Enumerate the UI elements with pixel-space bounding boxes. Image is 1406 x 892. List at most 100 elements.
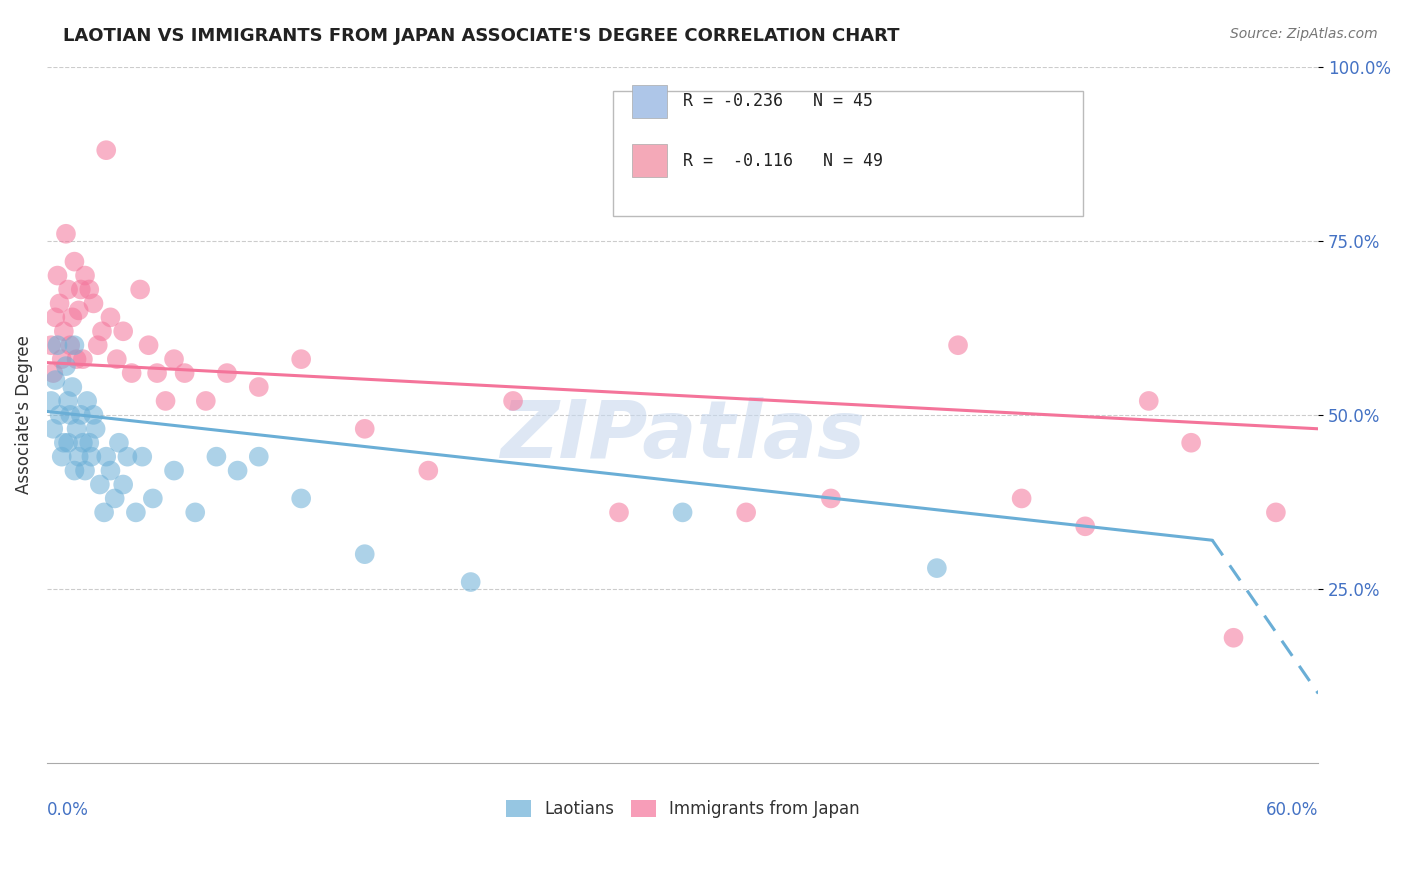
Point (69, 408, 91, 422)
Point (1137, 393, 1160, 408)
Point (125, 505, 148, 519)
Point (418, 464, 440, 478)
Point (1180, 435, 1202, 450)
FancyBboxPatch shape (631, 85, 668, 118)
Point (671, 505, 693, 519)
FancyBboxPatch shape (613, 91, 1083, 217)
Point (56, 283, 79, 297)
Point (59, 408, 82, 422)
Point (104, 491, 127, 506)
Y-axis label: Associate's Degree: Associate's Degree (15, 335, 32, 494)
Point (735, 505, 758, 519)
Point (607, 505, 630, 519)
Point (129, 283, 152, 297)
Point (247, 450, 270, 464)
Point (51, 352, 73, 367)
Point (205, 450, 228, 464)
Text: 0.0%: 0.0% (46, 801, 89, 820)
Point (63, 254, 86, 268)
Point (60, 310, 83, 325)
Point (1222, 631, 1244, 645)
Point (65, 422, 87, 436)
Point (290, 352, 312, 367)
Point (173, 366, 195, 380)
Point (87, 338, 110, 352)
Text: 60.0%: 60.0% (1265, 801, 1319, 820)
Point (131, 450, 153, 464)
Point (84, 422, 107, 436)
Point (42, 422, 65, 436)
Point (502, 393, 524, 408)
Point (93, 505, 115, 519)
Point (89, 477, 111, 491)
Point (46, 268, 69, 283)
Legend: Laotians, Immigrants from Japan: Laotians, Immigrants from Japan (499, 793, 866, 824)
FancyBboxPatch shape (631, 144, 668, 178)
Point (163, 464, 186, 478)
Point (69, 283, 91, 297)
Point (73, 268, 96, 283)
Point (108, 435, 131, 450)
Point (163, 352, 186, 367)
Point (215, 366, 238, 380)
Point (194, 393, 217, 408)
Point (112, 477, 135, 491)
Point (146, 366, 169, 380)
Point (96, 450, 118, 464)
Point (155, 393, 177, 408)
Text: R =  -0.116   N = 49: R = -0.116 N = 49 (682, 152, 883, 169)
Point (247, 380, 270, 394)
Point (105, 352, 128, 367)
Point (77, 435, 100, 450)
Point (51, 450, 73, 464)
Point (112, 324, 135, 338)
Text: R = -0.236   N = 45: R = -0.236 N = 45 (682, 93, 873, 111)
Point (80, 450, 103, 464)
Point (52, 324, 75, 338)
Point (48, 296, 70, 310)
Point (56, 435, 79, 450)
Point (55, 359, 77, 373)
Point (353, 547, 375, 561)
Point (460, 575, 482, 590)
Text: LAOTIAN VS IMMIGRANTS FROM JAPAN ASSOCIATE'S DEGREE CORRELATION CHART: LAOTIAN VS IMMIGRANTS FROM JAPAN ASSOCIA… (63, 27, 900, 45)
Point (138, 338, 160, 352)
Point (39, 393, 62, 408)
Point (52, 435, 75, 450)
Point (91, 324, 114, 338)
Point (63, 464, 86, 478)
Point (100, 464, 122, 478)
Point (67, 450, 90, 464)
Point (820, 491, 842, 506)
Point (96, 143, 118, 157)
Point (117, 450, 139, 464)
Point (73, 464, 96, 478)
Point (1074, 519, 1097, 533)
Point (48, 408, 70, 422)
Point (100, 310, 122, 325)
Point (72, 435, 94, 450)
Point (44, 310, 66, 325)
Point (353, 422, 375, 436)
Point (1264, 505, 1286, 519)
Point (925, 561, 948, 575)
Point (67, 303, 90, 318)
Text: Source: ZipAtlas.com: Source: ZipAtlas.com (1230, 27, 1378, 41)
Point (56, 393, 79, 408)
Point (44, 373, 66, 387)
Point (65, 352, 87, 367)
Point (63, 338, 86, 352)
Point (46, 338, 69, 352)
Point (60, 380, 83, 394)
Point (55, 227, 77, 241)
Point (946, 338, 969, 352)
Point (184, 505, 207, 519)
Point (83, 408, 105, 422)
Point (226, 464, 249, 478)
Point (142, 491, 165, 506)
Point (39, 338, 62, 352)
Point (290, 491, 312, 506)
Point (121, 366, 143, 380)
Point (83, 296, 105, 310)
Point (72, 352, 94, 367)
